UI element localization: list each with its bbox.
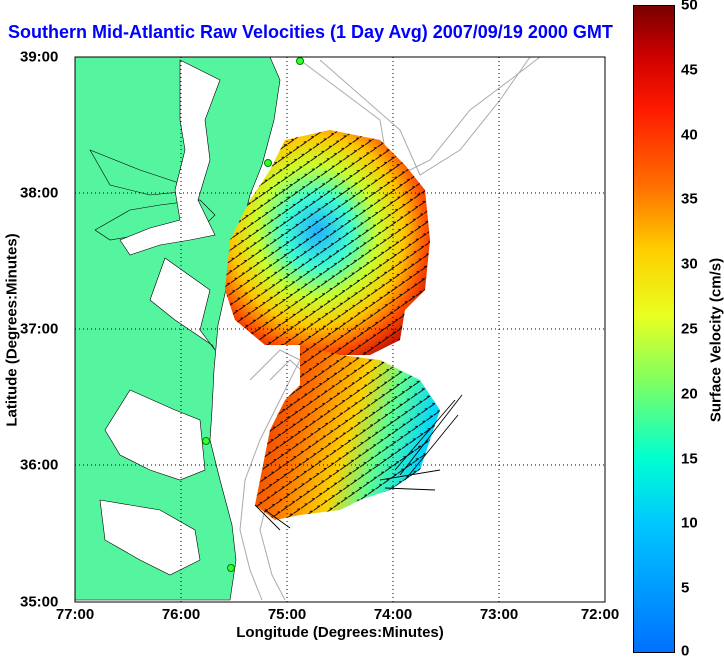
colorbar-tick-label: 50	[681, 0, 698, 14]
x-tick-label: 73:00	[480, 606, 518, 623]
x-tick-label: 75:00	[268, 606, 306, 623]
colorbar-tick-label: 25	[681, 321, 698, 338]
colorbar-tick-label: 30	[681, 256, 698, 273]
colorbar-tick-label: 45	[681, 62, 698, 79]
x-tick-label: 77:00	[56, 606, 94, 623]
x-tick-label: 72:00	[581, 606, 619, 623]
colorbar-tick-label: 10	[681, 515, 698, 532]
y-axis-label: Latitude (Degrees:Minutes)	[4, 233, 21, 426]
y-tick-label: 37:00	[20, 321, 58, 338]
colorbar-tick-label: 5	[681, 580, 689, 597]
colorbar-tick-label: 15	[681, 451, 698, 468]
station-marker	[265, 160, 272, 167]
station-marker	[297, 58, 304, 65]
y-tick-label: 39:00	[20, 49, 58, 66]
y-tick-label: 35:00	[20, 594, 58, 611]
x-tick-label: 76:00	[162, 606, 200, 623]
station-marker	[228, 565, 235, 572]
colorbar-tick-label: 40	[681, 127, 698, 144]
colorbar-tick-label: 20	[681, 386, 698, 403]
x-axis-label: Longitude (Degrees:Minutes)	[236, 624, 444, 641]
station-marker	[203, 438, 210, 445]
colorbar-tick-label: 0	[681, 643, 689, 660]
x-tick-label: 74:00	[374, 606, 412, 623]
map-title: Southern Mid-Atlantic Raw Velocities (1 …	[8, 22, 628, 43]
colorbar-label: Surface Velocity (cm/s)	[708, 258, 724, 422]
colorbar	[633, 5, 675, 653]
y-tick-label: 36:00	[20, 457, 58, 474]
y-tick-label: 38:00	[20, 185, 58, 202]
colorbar-tick-label: 35	[681, 191, 698, 208]
